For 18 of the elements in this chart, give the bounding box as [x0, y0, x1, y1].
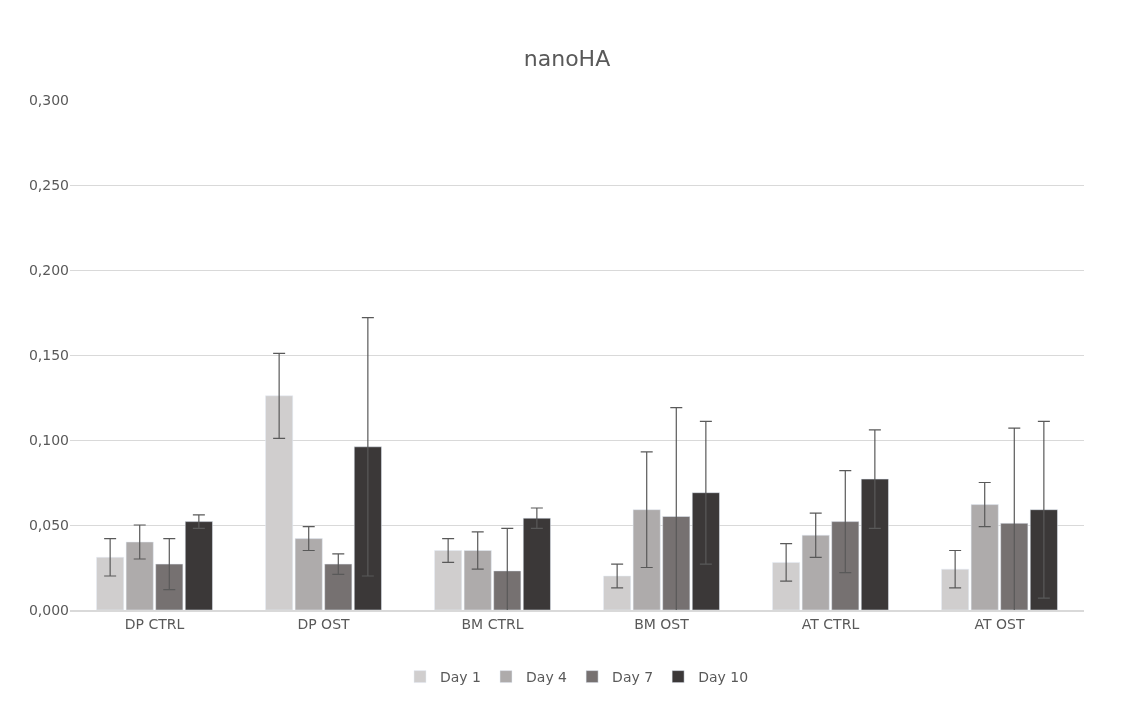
y-tick-label: 0,150	[28, 346, 69, 363]
x-tick-label: AT CTRL	[801, 615, 860, 632]
legend-label: Day 1	[440, 669, 482, 686]
y-tick-label: 0,200	[28, 261, 69, 278]
y-tick-label: 0,300	[28, 91, 69, 108]
x-tick-label: BM OST	[634, 615, 690, 632]
legend-label: Day 7	[612, 669, 654, 686]
y-tick-label: 0,250	[28, 176, 69, 193]
x-tick-label: BM CTRL	[461, 615, 524, 632]
legend-label: Day 4	[526, 669, 568, 686]
y-tick-label: 0,050	[28, 516, 69, 533]
y-tick-label: 0,100	[28, 431, 69, 448]
x-tick-label: AT OST	[974, 615, 1025, 632]
x-tick-label: DP OST	[297, 615, 351, 632]
chart-title: nanoHA	[523, 45, 611, 71]
legend-label: Day 10	[698, 669, 749, 686]
x-tick-label: DP CTRL	[124, 615, 185, 632]
y-tick-label: 0,000	[28, 601, 69, 618]
